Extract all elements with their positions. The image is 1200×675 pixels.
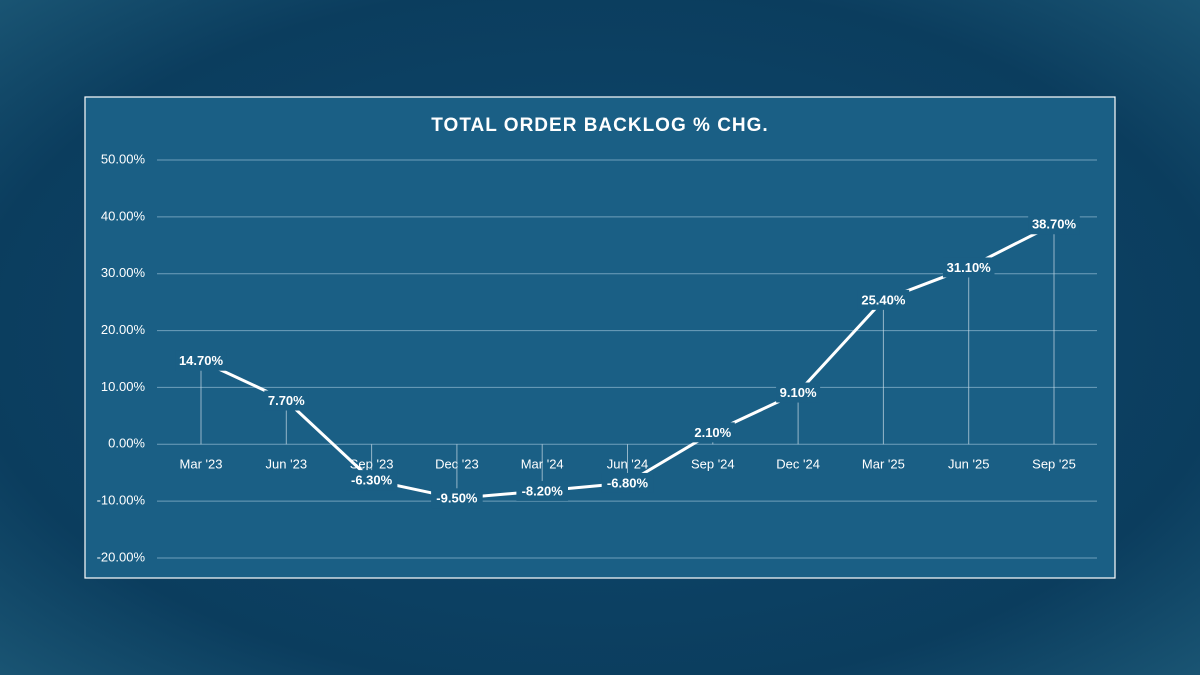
x-tick-label: Sep '25 — [1032, 457, 1076, 472]
x-tick-label: Sep '24 — [691, 457, 735, 472]
label-bg — [776, 382, 821, 403]
data-label: 9.10% — [780, 385, 817, 400]
data-label: 25.40% — [861, 292, 906, 307]
label-bg — [601, 472, 654, 493]
y-tick-label: 50.00% — [101, 151, 146, 166]
x-tick-label: Jun '25 — [948, 457, 990, 472]
data-label: -6.80% — [607, 475, 649, 490]
data-label: -6.30% — [351, 473, 393, 488]
label-bg — [516, 480, 568, 501]
data-label: 38.70% — [1032, 217, 1077, 232]
label-bg — [431, 488, 483, 509]
data-label: 2.10% — [694, 425, 731, 440]
y-tick-label: 40.00% — [101, 208, 146, 223]
label-bg — [857, 289, 910, 310]
y-tick-label: -10.00% — [97, 493, 146, 508]
chart-title: TOTAL ORDER BACKLOG % CHG. — [431, 115, 768, 136]
data-label: -9.50% — [436, 491, 478, 506]
label-bg — [264, 390, 309, 411]
y-tick-label: 0.00% — [108, 436, 145, 451]
label-bg — [175, 350, 227, 371]
x-tick-label: Mar '23 — [180, 457, 223, 472]
label-bg — [345, 470, 398, 491]
label-bg — [690, 422, 735, 443]
x-tick-label: Dec '24 — [776, 457, 820, 472]
chart-panel — [84, 96, 1116, 579]
data-label: 31.10% — [947, 260, 992, 275]
y-tick-label: -20.00% — [97, 549, 146, 564]
x-tick-label: Jun '23 — [266, 457, 308, 472]
data-label: -8.20% — [522, 483, 564, 498]
label-bg — [1028, 214, 1080, 235]
data-label: 7.70% — [268, 393, 305, 408]
y-tick-label: 10.00% — [101, 379, 146, 394]
y-tick-label: 20.00% — [101, 322, 146, 337]
y-tick-label: 30.00% — [101, 265, 146, 280]
x-tick-label: Mar '25 — [862, 457, 905, 472]
data-label: 14.70% — [179, 353, 224, 368]
label-bg — [942, 257, 995, 278]
